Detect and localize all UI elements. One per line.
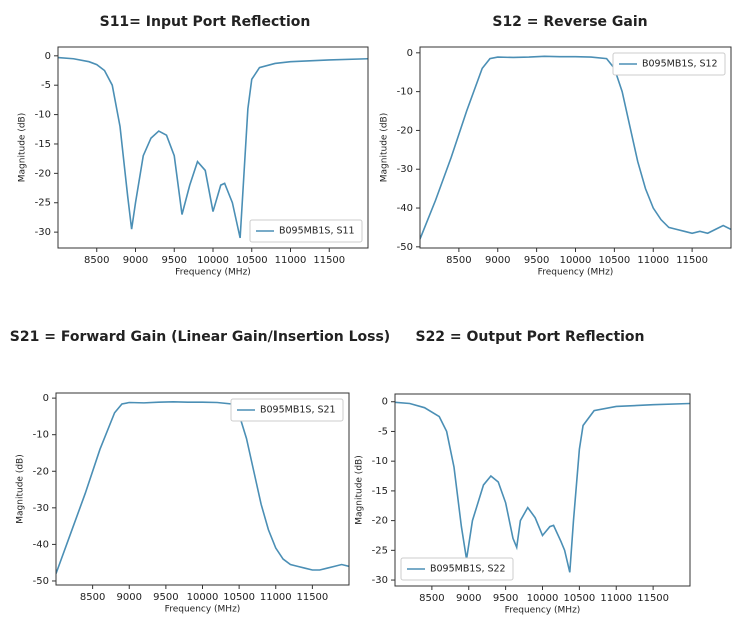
y-tick-label: -10 bbox=[35, 110, 51, 121]
y-tick-label: -30 bbox=[397, 164, 413, 175]
y-tick-label: -30 bbox=[35, 227, 51, 238]
x-tick-label: 8500 bbox=[419, 593, 444, 604]
series-line bbox=[395, 401, 690, 573]
plot-frame bbox=[57, 46, 369, 249]
series-line bbox=[420, 55, 731, 240]
y-tick-label: -25 bbox=[35, 198, 51, 209]
x-tick-label: 9000 bbox=[485, 255, 510, 266]
y-tick-label: -10 bbox=[33, 430, 49, 441]
y-tick-label: 0 bbox=[407, 48, 413, 59]
y-tick-label: -10 bbox=[397, 87, 413, 98]
y-tick-label: -15 bbox=[372, 486, 388, 497]
y-tick-label: -10 bbox=[372, 456, 388, 467]
x-tick-label: 11500 bbox=[676, 255, 708, 266]
x-tick-label: 11000 bbox=[260, 592, 292, 603]
x-tick-label: 11000 bbox=[600, 593, 632, 604]
y-axis-label: Magnitude (dB) bbox=[18, 113, 28, 182]
x-tick-label: 10000 bbox=[187, 592, 219, 603]
y-axis-label: Magnitude (dB) bbox=[380, 113, 390, 182]
legend-box bbox=[249, 219, 363, 243]
y-tick-label: -20 bbox=[35, 168, 51, 179]
y-tick-label: -40 bbox=[397, 203, 413, 214]
legend-box bbox=[400, 557, 514, 581]
plot-lines bbox=[58, 56, 368, 239]
y-tick-label: -20 bbox=[33, 466, 49, 477]
x-tick-label: 8500 bbox=[84, 255, 109, 266]
x-tick-label: 11000 bbox=[275, 255, 307, 266]
x-tick-label: 9500 bbox=[162, 255, 187, 266]
plot-frame bbox=[419, 46, 732, 249]
chart-title: S22 = Output Port Reflection bbox=[415, 329, 644, 345]
series-line bbox=[56, 400, 349, 574]
y-axis-label: Magnitude (dB) bbox=[355, 455, 365, 524]
y-tick-label: -25 bbox=[372, 545, 388, 556]
x-tick-label: 10500 bbox=[598, 255, 630, 266]
x-tick-label: 9500 bbox=[153, 592, 178, 603]
y-tick-label: -15 bbox=[35, 139, 51, 150]
x-tick-label: 9000 bbox=[123, 255, 148, 266]
y-tick-label: -50 bbox=[33, 576, 49, 587]
x-tick-label: 8500 bbox=[80, 592, 105, 603]
y-tick-label: -30 bbox=[372, 575, 388, 586]
x-tick-label: 9000 bbox=[117, 592, 142, 603]
y-tick-label: -20 bbox=[397, 125, 413, 136]
plot-frame bbox=[55, 392, 350, 586]
x-axis-label: Frequency (MHz) bbox=[165, 605, 241, 615]
x-tick-label: 10000 bbox=[197, 255, 229, 266]
y-tick-label: -20 bbox=[372, 516, 388, 527]
x-tick-label: 11000 bbox=[637, 255, 669, 266]
plot-lines bbox=[420, 55, 731, 240]
x-tick-label: 9500 bbox=[493, 593, 518, 604]
x-axis-label: Frequency (MHz) bbox=[538, 268, 614, 278]
x-tick-label: 10500 bbox=[563, 593, 595, 604]
legend-label: B095MB1S, S11 bbox=[279, 226, 355, 237]
x-tick-label: 9500 bbox=[524, 255, 549, 266]
x-tick-label: 11500 bbox=[296, 592, 328, 603]
x-tick-label: 10000 bbox=[527, 593, 559, 604]
x-axis-label: Frequency (MHz) bbox=[505, 606, 581, 616]
x-tick-label: 11500 bbox=[637, 593, 669, 604]
x-tick-label: 10500 bbox=[223, 592, 255, 603]
chart-title: S12 = Reverse Gain bbox=[492, 14, 647, 30]
chart-title: S21 = Forward Gain (Linear Gain/Insertio… bbox=[10, 329, 390, 345]
y-tick-label: 0 bbox=[43, 393, 49, 404]
x-tick-label: 10000 bbox=[560, 255, 592, 266]
y-tick-label: -50 bbox=[397, 242, 413, 253]
y-tick-label: -5 bbox=[378, 426, 388, 437]
series-line bbox=[58, 56, 368, 239]
x-tick-label: 9000 bbox=[456, 593, 481, 604]
y-tick-label: 0 bbox=[382, 397, 388, 408]
x-tick-label: 11500 bbox=[313, 255, 345, 266]
legend-box bbox=[230, 398, 344, 422]
x-axis-label: Frequency (MHz) bbox=[175, 268, 251, 278]
chart-title: S11= Input Port Reflection bbox=[100, 14, 311, 30]
plot-frame bbox=[394, 393, 691, 587]
legend-label: B095MB1S, S22 bbox=[430, 564, 506, 575]
x-tick-label: 10500 bbox=[236, 255, 268, 266]
y-tick-label: -5 bbox=[41, 80, 51, 91]
y-axis-label: Magnitude (dB) bbox=[16, 454, 26, 523]
y-tick-label: -30 bbox=[33, 503, 49, 514]
legend-label: B095MB1S, S12 bbox=[642, 59, 718, 70]
plot-lines bbox=[56, 400, 349, 574]
x-tick-label: 8500 bbox=[446, 255, 471, 266]
legend-box bbox=[612, 52, 726, 76]
legend-label: B095MB1S, S21 bbox=[260, 405, 336, 416]
plot-lines bbox=[395, 401, 690, 573]
y-tick-label: -40 bbox=[33, 539, 49, 550]
y-tick-label: 0 bbox=[45, 51, 51, 62]
